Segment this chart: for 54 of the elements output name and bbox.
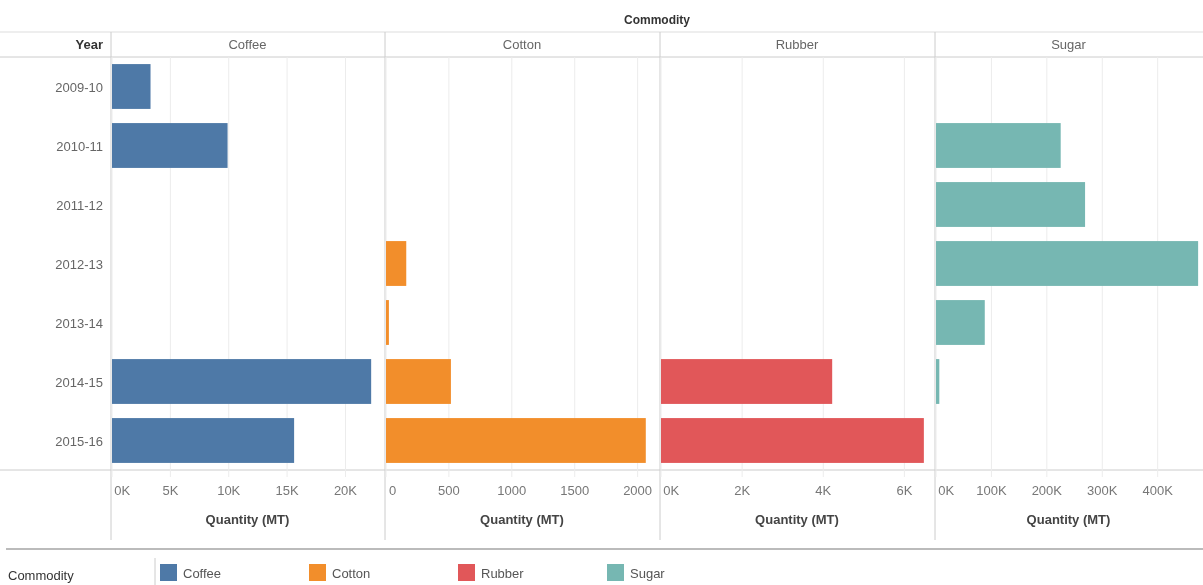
x-tick-label: 2000 — [623, 483, 653, 498]
bar — [112, 418, 295, 463]
text: Commodity — [624, 13, 691, 27]
y-axis-title: Year — [75, 37, 103, 52]
bar — [386, 359, 451, 404]
x-tick-label: 0K — [114, 483, 131, 498]
x-tick-label: 300K — [1087, 483, 1118, 498]
bar — [936, 359, 940, 404]
x-tick-label: 4K — [815, 483, 832, 498]
x-tick-label: 10K — [217, 483, 241, 498]
bar — [112, 123, 228, 168]
x-axis-title: Quantity (MT) — [480, 512, 564, 527]
y-tick-label: 2011-12 — [56, 197, 103, 213]
chart-title: Sugar — [1051, 37, 1087, 52]
bar — [112, 359, 372, 404]
x-axis-title: Quantity (MT) — [755, 512, 839, 527]
y-tick-label: 2015-16 — [55, 433, 103, 449]
x-tick-label: 5K — [162, 483, 179, 498]
chart-title: Coffee — [228, 37, 267, 52]
legend-title: Commodity — [8, 568, 75, 583]
chart-title: Cotton — [502, 37, 542, 52]
bar — [386, 418, 646, 463]
bar — [112, 64, 151, 109]
bar — [936, 300, 985, 345]
x-tick-label: 500 — [438, 483, 460, 498]
x-tick-label: 1500 — [560, 483, 590, 498]
bar — [386, 241, 407, 286]
x-tick-label: 15K — [275, 483, 299, 498]
legend-label: Rubber — [481, 566, 525, 581]
chart-title: Rubber — [775, 37, 819, 52]
x-tick-label: 100K — [976, 483, 1007, 498]
bar — [936, 182, 1086, 227]
y-tick-label: 2010-11 — [56, 138, 103, 154]
x-tick-label: 0K — [938, 483, 955, 498]
y-tick-label: 2012-13 — [55, 256, 103, 272]
bar — [936, 241, 1199, 286]
bar — [936, 123, 1061, 168]
x-axis-title: Quantity (MT) — [1026, 512, 1111, 527]
legend-label: Sugar — [630, 566, 666, 581]
x-axis-title: Quantity (MT) — [205, 512, 290, 527]
x-tick-label: 2K — [734, 483, 751, 498]
legend-label: Cotton — [332, 566, 371, 581]
x-tick-label: 1000 — [497, 483, 527, 498]
x-tick-label: 0 — [388, 483, 397, 498]
legend-label: Coffee — [183, 566, 222, 581]
x-tick-label: 20K — [333, 483, 358, 498]
y-tick-label: 2014-15 — [55, 374, 103, 390]
y-tick-label: 2009-10 — [55, 79, 103, 95]
x-tick-label: 400K — [1142, 483, 1174, 498]
x-tick-label: 0K — [663, 483, 680, 498]
bar — [386, 300, 389, 345]
y-tick-label: 2013-14 — [55, 315, 103, 331]
x-tick-label: 200K — [1031, 483, 1063, 498]
x-tick-label: 6K — [896, 483, 913, 498]
